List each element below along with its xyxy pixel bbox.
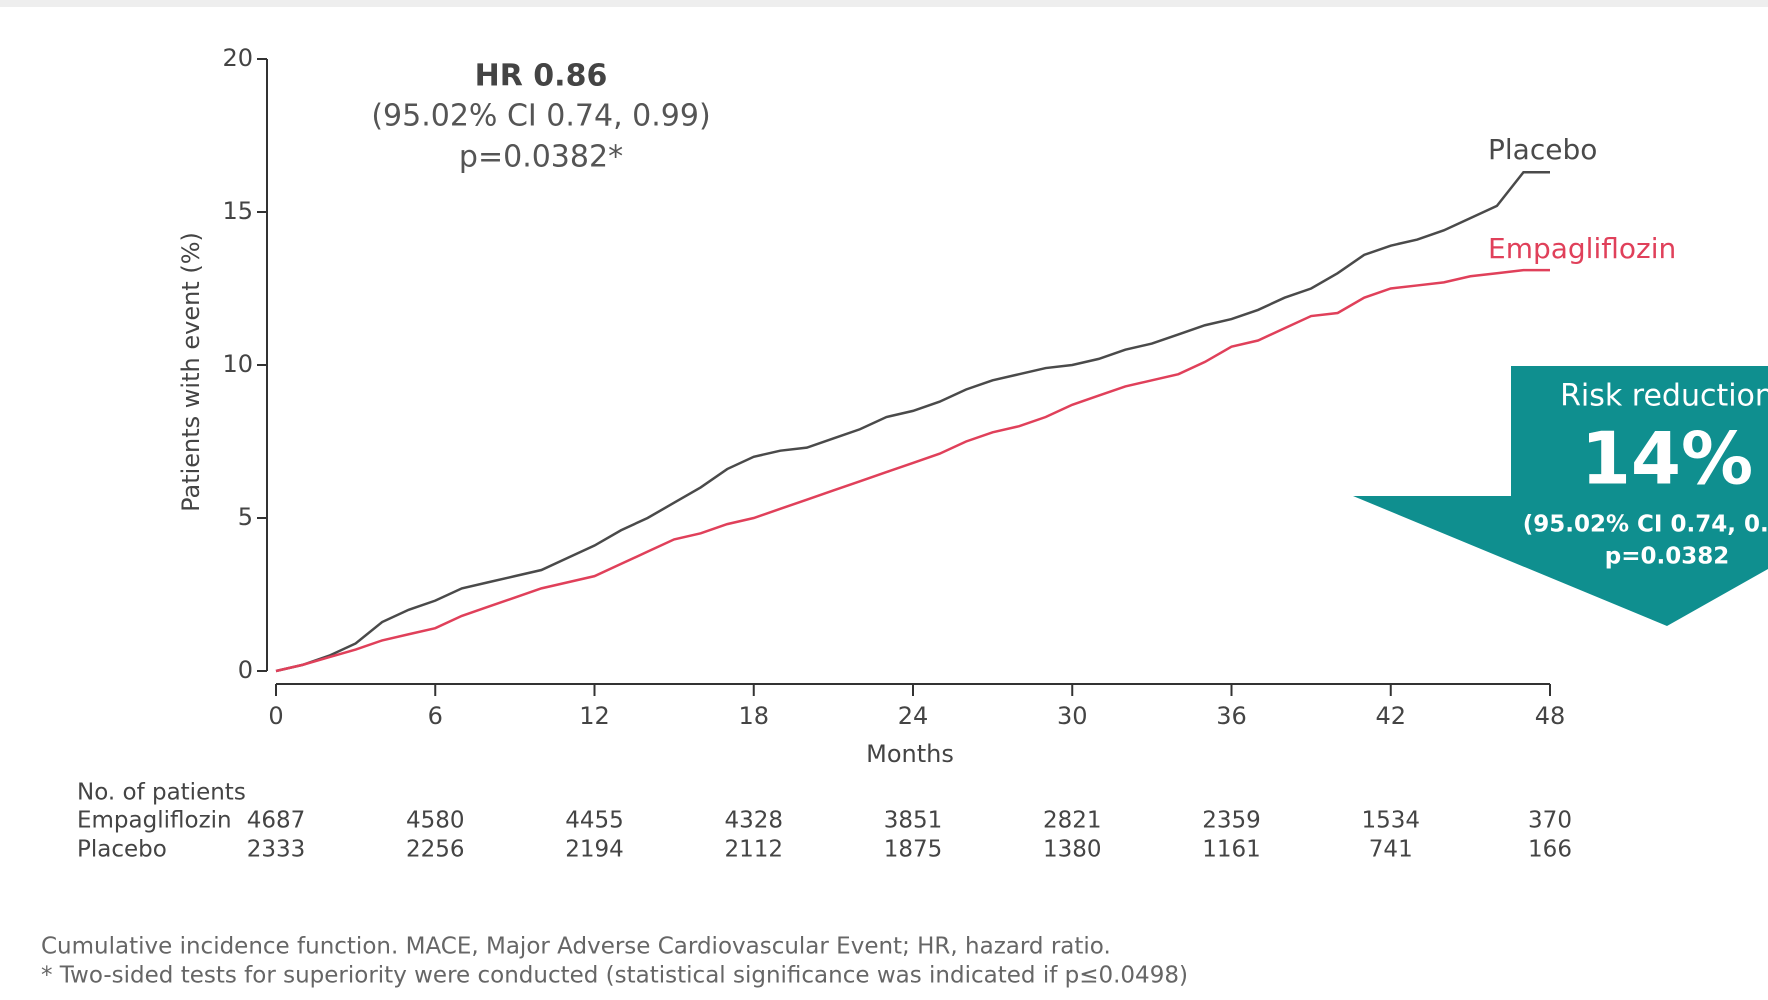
top-border	[0, 0, 1768, 7]
risk-count: 3851	[884, 808, 943, 834]
risk-count: 2333	[247, 837, 306, 863]
x-tick-label: 42	[1375, 702, 1406, 730]
y-axis-label: Patients with event (%)	[177, 232, 205, 512]
risk-count: 4687	[247, 808, 306, 834]
risk-count: 370	[1528, 808, 1572, 834]
risk-count: 1380	[1043, 837, 1102, 863]
risk-table-title: No. of patients	[77, 780, 246, 806]
ci-text: (95.02% CI 0.74, 0.99)	[371, 99, 710, 134]
risk-count: 2194	[565, 837, 624, 863]
x-tick-label: 30	[1057, 702, 1088, 730]
y-tick-label: 20	[222, 44, 253, 72]
x-tick-label: 6	[428, 702, 443, 730]
y-tick-label: 0	[238, 656, 253, 684]
risk-count: 4455	[565, 808, 624, 834]
series-line	[275, 268, 1550, 673]
risk-value: 14%	[1581, 417, 1753, 501]
risk-count: 2112	[724, 837, 783, 863]
risk-count: 166	[1528, 837, 1572, 863]
y-tick-label: 15	[222, 197, 253, 225]
series-label: Placebo	[1488, 133, 1597, 166]
risk-count: 741	[1369, 837, 1413, 863]
footnote: Cumulative incidence function. MACE, Maj…	[41, 934, 1111, 960]
hr-text: HR 0.86	[475, 59, 608, 94]
risk-count: 2359	[1202, 808, 1261, 834]
y-tick-label: 10	[222, 350, 253, 378]
risk-title: Risk reduction	[1560, 379, 1768, 414]
risk-row-name: Empagliflozin	[77, 808, 232, 834]
risk-count: 4328	[724, 808, 783, 834]
risk-count: 1534	[1361, 808, 1420, 834]
risk-count: 4580	[406, 808, 465, 834]
p-text: p=0.0382*	[459, 140, 623, 175]
series-label: Empagliflozin	[1488, 232, 1676, 265]
risk-p: p=0.0382	[1605, 544, 1730, 570]
risk-count: 1875	[884, 837, 943, 863]
risk-ci: (95.02% CI 0.74, 0.99)	[1523, 512, 1768, 538]
plot: 0 5 10 15 20 0 6 12 18 24 30 36 42 48 Placebo Empaglifl…	[222, 44, 1676, 730]
risk-count: 2821	[1043, 808, 1102, 834]
x-tick-label: 18	[738, 702, 769, 730]
risk-count: 2256	[406, 837, 465, 863]
x-tick-label: 12	[579, 702, 610, 730]
risk-count: 1161	[1202, 837, 1261, 863]
series-line	[275, 170, 1550, 673]
x-tick-label: 48	[1535, 702, 1566, 730]
risk-box	[1353, 366, 1768, 626]
risk-row-name: Placebo	[77, 837, 167, 863]
x-tick-label: 0	[268, 702, 283, 730]
y-tick-label: 5	[238, 503, 253, 531]
x-tick-label: 24	[898, 702, 929, 730]
x-tick-label: 36	[1216, 702, 1247, 730]
x-axis-label: Months	[866, 740, 954, 768]
footnote: * Two-sided tests for superiority were c…	[41, 963, 1188, 989]
